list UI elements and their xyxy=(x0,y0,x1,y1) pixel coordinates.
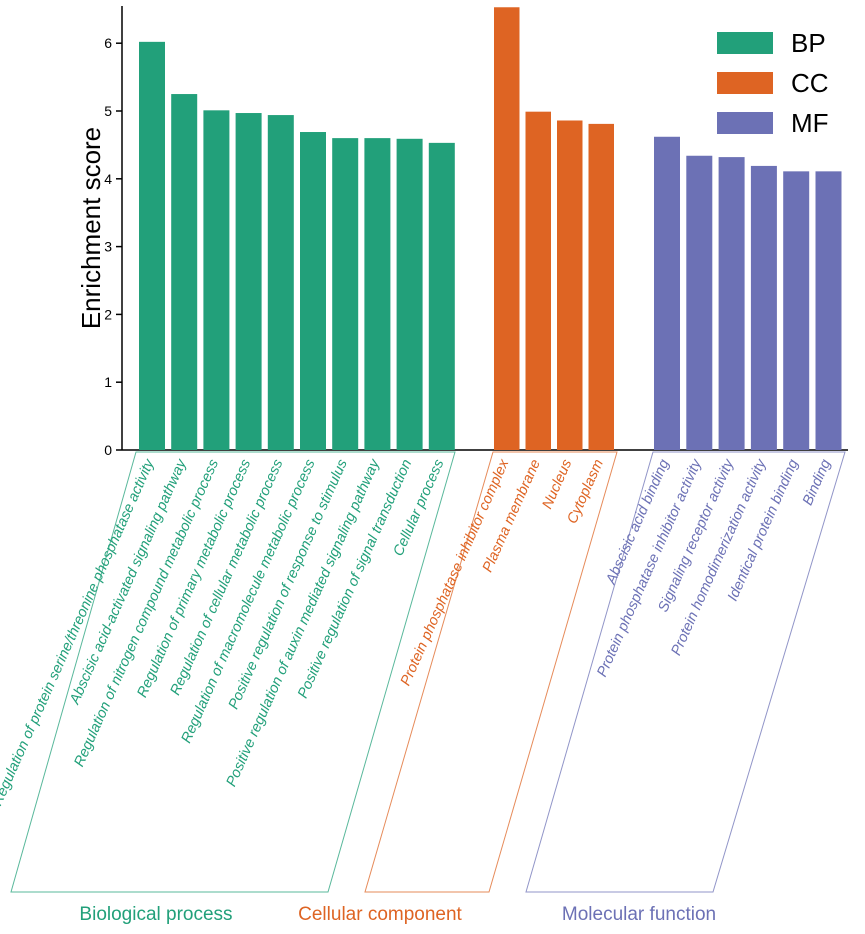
bar-bp-7 xyxy=(332,138,359,450)
bar-mf-1 xyxy=(654,136,680,450)
legend-swatch-cc xyxy=(717,72,773,94)
bar-cc-1 xyxy=(494,7,520,451)
y-tick-label: 5 xyxy=(104,103,112,119)
y-tick-label: 2 xyxy=(104,306,112,322)
category-label-cc-3: Nucleus xyxy=(539,457,575,511)
legend: BP CC MF xyxy=(717,28,829,138)
bar-cc-4 xyxy=(588,123,614,450)
group-title-bp: Biological process xyxy=(79,904,232,925)
group-title-mf: Molecular function xyxy=(562,904,716,925)
bar-mf-2 xyxy=(686,155,713,451)
legend-label-cc: CC xyxy=(791,68,829,98)
y-tick-label: 1 xyxy=(104,374,112,390)
bar-bp-5 xyxy=(267,115,294,451)
bar-mf-4 xyxy=(750,165,777,450)
group-bracket-cc xyxy=(364,451,618,893)
bar-bp-2 xyxy=(171,94,198,451)
group-bracket-bp xyxy=(10,451,456,893)
y-tick-label: 4 xyxy=(104,171,112,187)
bar-mf-5 xyxy=(783,171,810,451)
bar-bp-8 xyxy=(364,138,391,450)
bar-bp-6 xyxy=(300,132,326,450)
bar-cc-2 xyxy=(525,111,551,450)
bar-mf-3 xyxy=(718,157,745,450)
y-axis-title: Enrichment score xyxy=(76,127,106,329)
group-bracket-mf xyxy=(525,451,846,893)
y-tick-label: 0 xyxy=(104,442,112,458)
bars-layer xyxy=(139,7,842,451)
bar-bp-3 xyxy=(203,110,230,451)
legend-label-mf: MF xyxy=(791,108,829,138)
bar-bp-9 xyxy=(396,138,423,450)
legend-swatch-mf xyxy=(717,112,773,134)
bar-cc-3 xyxy=(557,120,583,450)
bar-mf-6 xyxy=(815,171,842,451)
group-title-cc: Cellular component xyxy=(298,904,462,925)
bar-bp-10 xyxy=(428,142,455,450)
bar-bp-1 xyxy=(139,41,165,451)
legend-swatch-bp xyxy=(717,32,773,54)
category-label-mf-6: Binding xyxy=(800,457,834,508)
group-brackets-layer: Biological process Cellular component Mole… xyxy=(10,451,846,925)
bar-bp-4 xyxy=(235,113,262,450)
y-tick-label: 3 xyxy=(104,239,112,255)
legend-label-bp: BP xyxy=(791,28,826,58)
category-labels-layer: Regulation of protein serine/threonine p… xyxy=(0,456,834,808)
y-tick-label: 6 xyxy=(104,35,112,51)
